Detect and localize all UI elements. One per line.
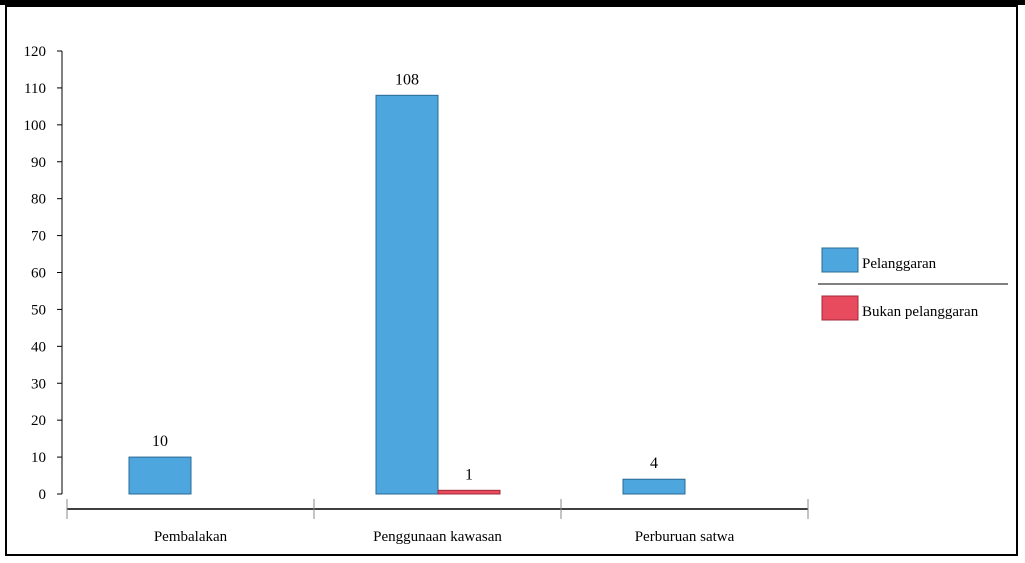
x-category-label: Penggunaan kawasan (373, 529, 502, 545)
x-category-label: Pembalakan (154, 529, 228, 545)
data-label: 1 (465, 466, 473, 483)
y-tick-label: 30 (31, 376, 46, 392)
y-tick-label: 110 (24, 81, 46, 97)
y-tick-label: 90 (31, 155, 46, 171)
y-tick-label: 100 (24, 118, 47, 134)
data-labels: 10 108 4 1 (152, 71, 658, 483)
legend: Pelanggaran Bukan pelanggaran (818, 247, 1008, 321)
y-tick-label: 0 (39, 487, 47, 503)
bar (437, 489, 501, 495)
data-label: 108 (395, 71, 419, 88)
y-axis: 0 10 20 30 40 50 60 70 80 90 100 110 120 (24, 44, 63, 503)
top-border (0, 0, 1025, 5)
bar (128, 456, 192, 495)
y-tick-label: 50 (31, 302, 46, 318)
y-tick-label: 70 (31, 229, 46, 245)
legend-label: Pelanggaran (862, 256, 937, 272)
legend-label: Bukan pelanggaran (862, 304, 979, 320)
y-tick-label: 10 (31, 450, 46, 466)
x-category-label: Perburuan satwa (635, 529, 735, 545)
legend-swatch (821, 247, 859, 273)
bar (622, 478, 686, 495)
legend-swatch (821, 295, 859, 321)
data-label: 4 (650, 455, 658, 472)
y-tick-label: 80 (31, 192, 46, 208)
y-tick-label: 40 (31, 339, 46, 355)
bars (128, 94, 686, 495)
y-tick-label: 120 (24, 44, 47, 60)
y-tick-label: 60 (31, 266, 46, 282)
bar (375, 94, 439, 495)
data-label: 10 (152, 433, 168, 450)
y-tick-label: 20 (31, 413, 46, 429)
x-axis: Pembalakan Penggunaan kawasan Perburuan sa… (66, 499, 809, 545)
